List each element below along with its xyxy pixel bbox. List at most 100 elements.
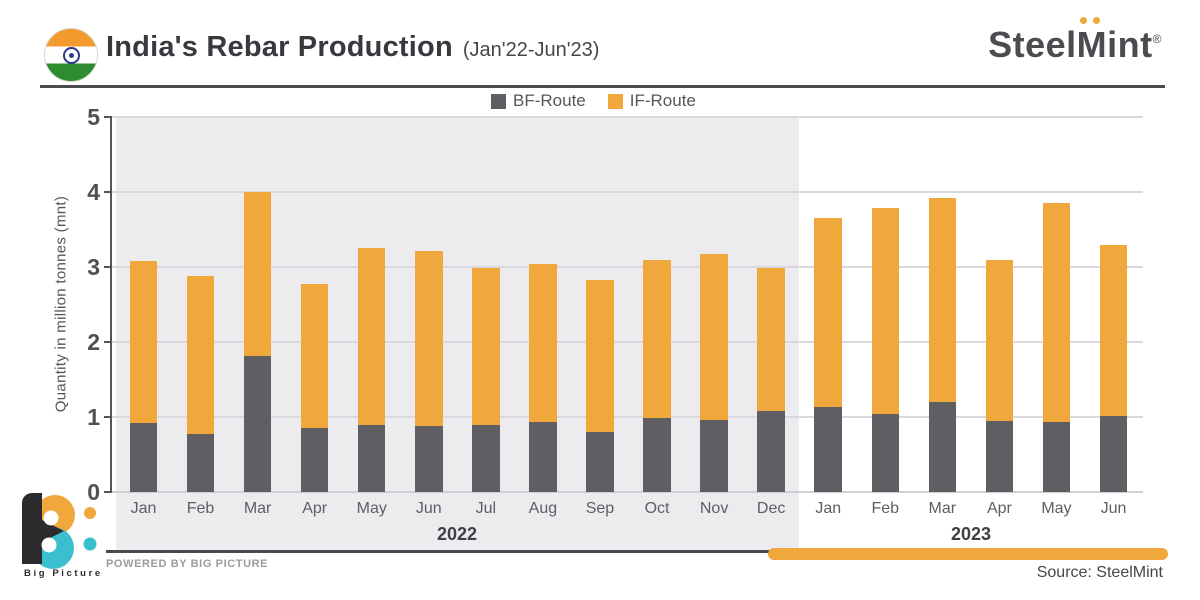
bar-segment-if-route [871, 207, 900, 414]
bar-segment-bf-route [415, 426, 443, 492]
x-tick-label: Jan [815, 500, 842, 517]
x-tick-label: Mar [243, 500, 272, 517]
bar-segment-bf-route [700, 420, 728, 492]
x-tick-label: Aug [528, 500, 558, 517]
big-picture-logo: Big Picture [22, 493, 103, 579]
big-picture-wordmark: Big Picture [24, 568, 103, 579]
bar-segment-if-route [243, 192, 272, 357]
bar-segment-bf-route [1042, 422, 1071, 492]
x-tick-label: Jun [415, 500, 442, 517]
bar-segment-if-route [300, 283, 329, 429]
bar-segment-if-route [643, 259, 671, 418]
page-title: India's Rebar Production [106, 31, 453, 63]
y-tick-label: 3 [87, 254, 100, 280]
y-tick-mark [104, 416, 112, 418]
y-tick-label: 2 [87, 329, 100, 355]
y-tick-mark [104, 266, 112, 268]
bar-segment-if-route [186, 276, 215, 434]
legend-item-if-route: IF-Route [607, 91, 696, 111]
bar-segment-bf-route [186, 433, 215, 492]
x-tick-label: Dec [756, 500, 786, 517]
gridline [112, 191, 1143, 193]
bar-segment-bf-route [357, 425, 386, 492]
gridline [112, 266, 1143, 268]
bar-segment-if-route [700, 254, 728, 420]
gridline [112, 341, 1143, 343]
bar-segment-bf-route [814, 407, 842, 492]
bar-segment-bf-route [928, 402, 957, 492]
orange-dot-icon [1092, 17, 1100, 24]
x-tick-label: Nov [699, 500, 729, 517]
bar-segment-if-route [357, 247, 386, 426]
bar-segment-bf-route [871, 414, 900, 492]
x-tick-label: Oct [644, 500, 670, 517]
bar-segment-bf-route [985, 420, 1014, 492]
year-2022-shaded-band [116, 117, 799, 551]
bar-segment-if-route [928, 198, 957, 402]
x-tick-label: Apr [302, 500, 328, 517]
registered-mark: ® [1152, 32, 1162, 46]
y-tick-label: 0 [87, 479, 100, 505]
bar-segment-if-route [586, 279, 614, 432]
y-tick-mark [104, 491, 112, 493]
bar-segment-if-route [1042, 202, 1071, 423]
y-tick-mark [104, 116, 112, 118]
x-tick-label: May [1041, 500, 1072, 517]
x-tick-label: Apr [986, 500, 1012, 517]
x-tick-label: Feb [186, 500, 215, 517]
gridline [112, 416, 1143, 418]
bar-segment-if-route [129, 261, 158, 423]
x-tick-label: May [356, 500, 387, 517]
bf-route-swatch-icon [491, 93, 506, 109]
year-group-label-2022: 2022 [436, 524, 478, 544]
gridline [112, 116, 1143, 118]
bar-segment-if-route [985, 259, 1014, 421]
ashoka-chakra-icon [63, 47, 80, 64]
header: India's Rebar Production (Jan'22-Jun'23) [106, 31, 599, 64]
legend-item-bf-route: BF-Route [491, 91, 586, 111]
if-route-swatch-icon [607, 93, 623, 109]
bar-segment-bf-route [129, 423, 158, 492]
y-tick-mark [104, 341, 112, 343]
x-tick-label: Jan [130, 500, 157, 517]
bar-segment-bf-route [586, 432, 614, 492]
legend-label: BF-Route [513, 91, 586, 110]
header-divider [40, 85, 1165, 88]
x-axis-baseline [112, 491, 1143, 493]
year-group-label-2023: 2023 [950, 524, 992, 544]
steelmint-logo: Steel Mint® [988, 17, 1162, 66]
powered-by-text: POWERED BY BIG PICTURE [106, 558, 269, 570]
legend-label: IF-Route [629, 91, 696, 110]
steelmint-logo-steel: Steel [988, 24, 1077, 65]
bar-segment-if-route [529, 264, 557, 423]
source-attribution: Source: SteelMint [1036, 564, 1163, 581]
bar-segment-if-route [1099, 244, 1128, 416]
orange-dot-icon [1079, 17, 1087, 24]
y-axis-line [110, 116, 112, 493]
y-tick-label: 1 [87, 404, 100, 430]
bar-segment-bf-route [243, 356, 272, 492]
chart-legend: BF-Route IF-Route [491, 91, 696, 111]
bar-segment-if-route [757, 267, 785, 411]
steelmint-logo-int: int [1107, 24, 1153, 65]
y-tick-mark [104, 191, 112, 193]
y-tick-label: 4 [87, 179, 100, 205]
bar-segment-bf-route [757, 411, 785, 492]
x-tick-label: Jun [1100, 500, 1127, 517]
y-tick-label: 5 [87, 104, 100, 130]
x-tick-label: Jul [475, 500, 497, 517]
bar-segment-if-route [814, 218, 842, 408]
bar-segment-bf-route [643, 417, 671, 492]
bar-segment-bf-route [529, 422, 557, 492]
footer-divider [106, 550, 771, 553]
x-tick-label: Mar [928, 500, 957, 517]
x-tick-label: Sep [585, 500, 615, 517]
bar-segment-bf-route [1099, 415, 1128, 492]
bar-segment-if-route [415, 251, 443, 426]
bar-segment-if-route [472, 267, 500, 426]
footer-orange-bar [768, 548, 1168, 560]
india-flag-icon [44, 28, 98, 82]
bar-segment-bf-route [300, 428, 329, 492]
